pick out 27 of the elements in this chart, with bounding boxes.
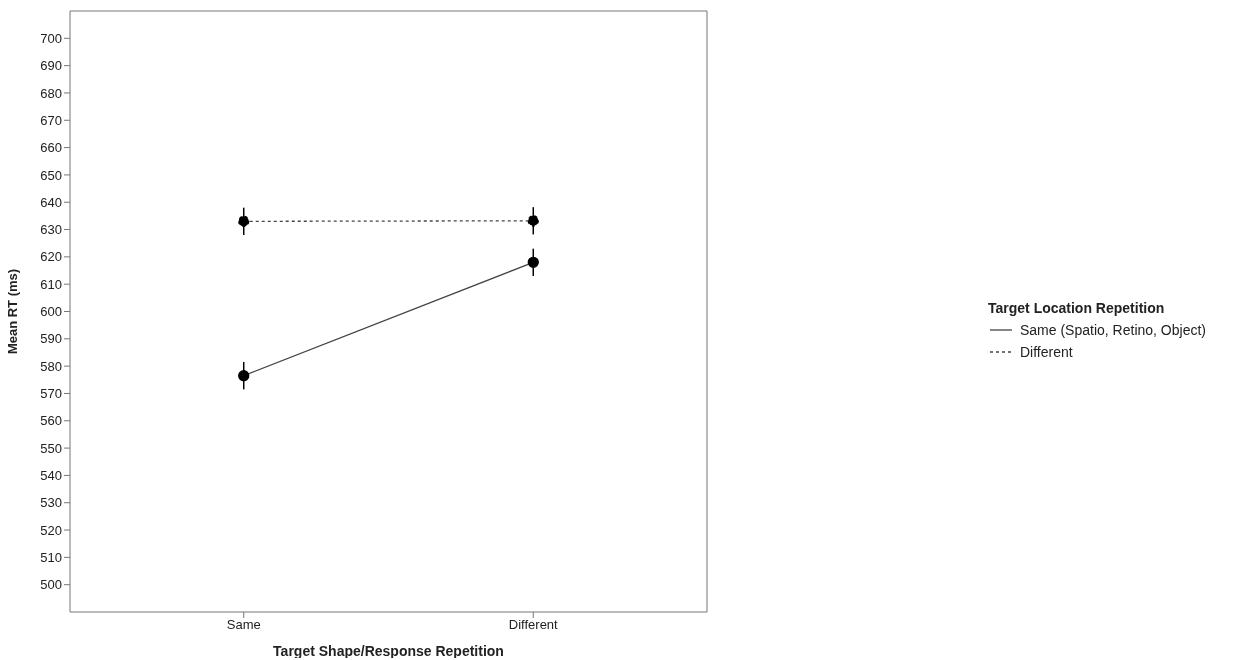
y-tick-label: 500 — [40, 577, 62, 593]
legend-title: Target Location Repetition — [988, 300, 1166, 316]
y-tick-label: 700 — [40, 30, 62, 46]
y-axis-title: Mean RT (ms) — [4, 268, 20, 355]
x-tick-label: Same — [226, 617, 261, 633]
y-tick-label: 680 — [40, 85, 62, 101]
y-tick-label: 550 — [40, 440, 62, 456]
y-tick-label: 580 — [40, 358, 62, 374]
y-tick-label: 510 — [40, 549, 62, 565]
y-tick-label: 660 — [40, 140, 62, 156]
y-tick-label: 690 — [40, 58, 62, 74]
legend-label: Different — [1020, 344, 1073, 360]
y-tick-label: 640 — [40, 194, 62, 210]
y-tick-label: 650 — [40, 167, 62, 183]
y-tick-label: 600 — [40, 304, 62, 320]
y-tick-label: 520 — [40, 522, 62, 538]
y-tick-label: 590 — [40, 331, 62, 347]
y-tick-label: 530 — [40, 495, 62, 511]
y-tick-label: 610 — [40, 276, 62, 292]
y-tick-label: 620 — [40, 249, 62, 265]
y-tick-label: 670 — [40, 112, 62, 128]
y-tick-label: 570 — [40, 386, 62, 402]
legend-label: Same (Spatio, Retino, Object) — [1020, 322, 1206, 338]
y-tick-label: 560 — [40, 413, 62, 429]
y-tick-label: 630 — [40, 222, 62, 238]
x-axis-title: Target Shape/Response Repetition — [273, 643, 504, 659]
y-tick-label: 540 — [40, 468, 62, 484]
